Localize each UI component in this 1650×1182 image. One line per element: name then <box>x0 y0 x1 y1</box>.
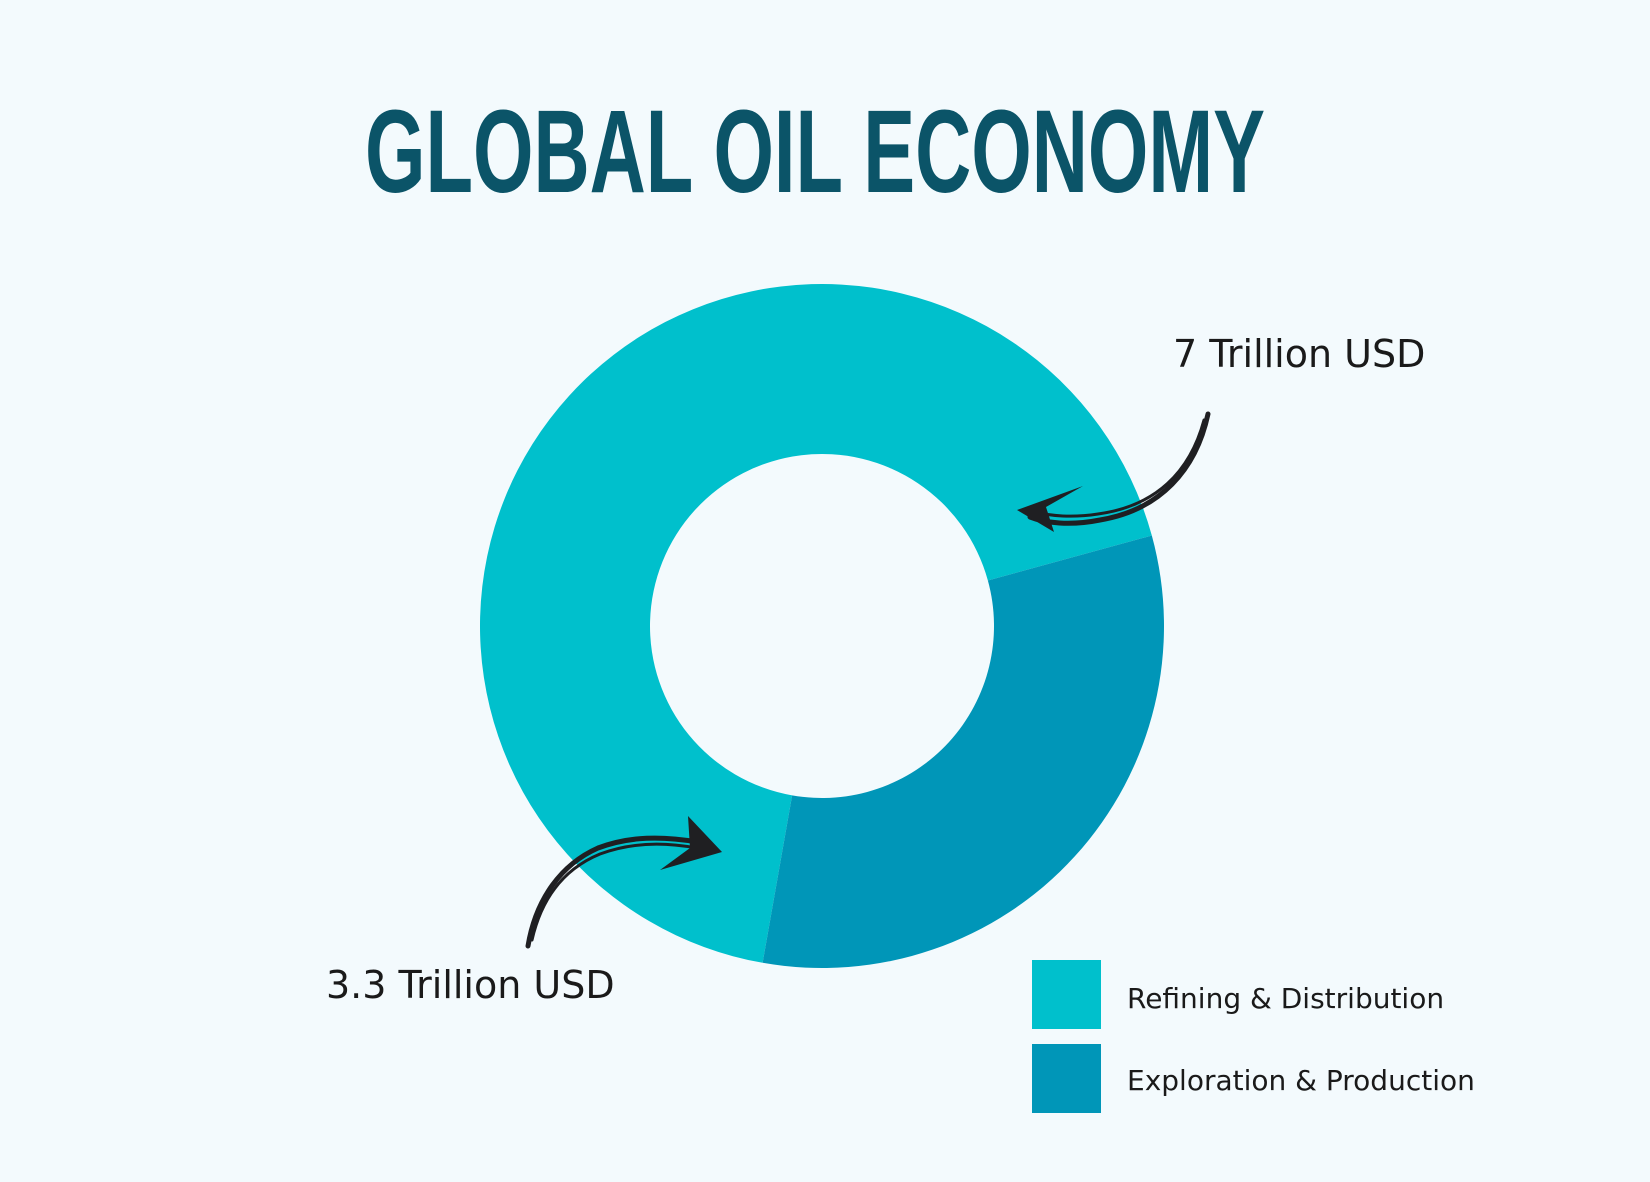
arrowhead-icon <box>660 816 722 870</box>
donut-slices <box>480 284 1165 968</box>
arrow-icon <box>525 816 722 949</box>
chart-title: GLOBAL OIL ECONOMY <box>365 86 1265 218</box>
legend-label-refining-distribution: Refining & Distribution <box>1127 982 1444 1015</box>
arrowhead-icon <box>1017 486 1083 532</box>
slice-label-exploration-production: 3.3 Trillion USD <box>326 963 615 1007</box>
arrow-icon <box>1017 411 1211 532</box>
legend-swatch-refining-distribution <box>1032 960 1101 1029</box>
slice-exploration-production <box>762 535 1165 968</box>
legend-label-exploration-production: Exploration & Production <box>1127 1064 1475 1097</box>
legend: Refining & Distribution Exploration & Pr… <box>1032 960 1475 1113</box>
slice-label-refining-distribution: 7 Trillion USD <box>1173 332 1425 376</box>
slice-refining-distribution <box>480 284 1152 963</box>
legend-swatch-exploration-production <box>1032 1044 1101 1113</box>
